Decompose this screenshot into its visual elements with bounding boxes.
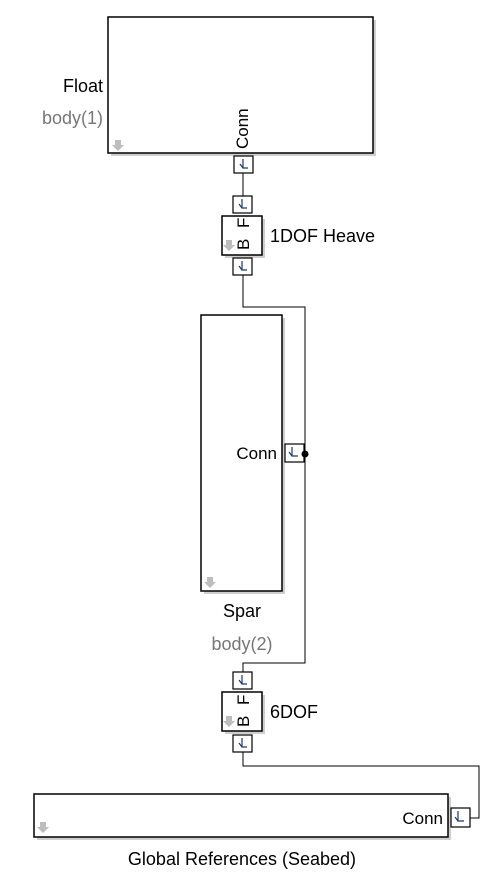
frame-port-icon: [239, 159, 248, 169]
float-conn-port[interactable]: [233, 155, 254, 174]
frame-port-icon: [238, 675, 247, 685]
heave-joint-name: 1DOF Heave: [270, 226, 375, 246]
sixdof-joint-name: 6DOF: [270, 702, 318, 722]
spar-conn-port[interactable]: [284, 443, 305, 463]
global-conn-port[interactable]: [450, 807, 471, 828]
down-arrow-icon: [204, 577, 216, 588]
global-references-block[interactable]: Conn: [33, 793, 451, 840]
down-arrow-icon: [223, 240, 235, 251]
global-references-name: Global References (Seabed): [128, 849, 356, 869]
down-arrow-icon: [112, 140, 124, 151]
float-block-param: body(1): [42, 108, 103, 128]
spar-block-param: body(2): [211, 634, 272, 654]
wire-spar-6dof[interactable]: [242, 454, 306, 672]
float-block-name: Float: [63, 76, 103, 96]
heave-follower-port[interactable]: [232, 195, 253, 214]
sixdof-follower-port[interactable]: [232, 671, 253, 690]
spar-block[interactable]: Conn: [200, 314, 285, 594]
down-arrow-icon: [223, 716, 235, 727]
frame-port-icon: [288, 447, 298, 457]
wire-6dof-global[interactable]: [242, 752, 480, 819]
spar-block-name: Spar: [223, 601, 261, 621]
frame-port-icon: [238, 738, 247, 748]
float-port-label: Conn: [233, 108, 252, 149]
spar-port-label: Conn: [236, 444, 277, 463]
frame-port-icon: [454, 811, 464, 822]
heave-base-label: B: [234, 239, 253, 250]
sixdof-joint-block[interactable]: B F: [221, 691, 265, 734]
heave-follower-label: F: [234, 218, 253, 228]
float-block[interactable]: Conn: [107, 16, 376, 156]
global-port-label: Conn: [402, 809, 443, 828]
sixdof-follower-label: F: [234, 695, 253, 705]
wire-heave-spar[interactable]: [242, 275, 306, 453]
heave-joint-block[interactable]: B F: [221, 215, 265, 258]
down-arrow-icon: [37, 822, 49, 833]
sixdof-base-label: B: [234, 716, 253, 727]
frame-port-icon: [238, 261, 247, 271]
frame-port-icon: [238, 199, 247, 209]
sixdof-base-port[interactable]: [232, 734, 253, 753]
heave-base-port[interactable]: [232, 257, 253, 276]
